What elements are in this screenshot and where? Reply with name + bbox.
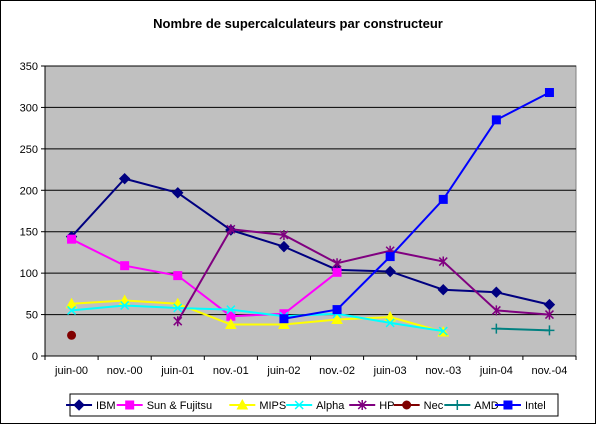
- data-point-alpha: [120, 300, 130, 310]
- data-point-amd: [491, 323, 502, 334]
- x-tick-label: nov.-03: [425, 365, 461, 377]
- series-line-amd: [496, 327, 550, 332]
- data-point-intel: [491, 115, 501, 125]
- data-point-intel: [438, 194, 448, 204]
- legend-marker: [357, 400, 367, 410]
- data-point-hp: [279, 230, 289, 241]
- series-line-mips: [71, 299, 444, 333]
- legend: IBM Sun & Fujitsu MIPS Alpha HP Nec AMD Intel: [66, 393, 559, 417]
- legend-item-mips: MIPS: [229, 398, 286, 412]
- plot-area: 0 50 100 150 200 250 300 350 juin-00 nov.-00 juin-…: [20, 61, 577, 377]
- series-line-alpha: [71, 304, 444, 333]
- y-tick-label: 250: [20, 144, 38, 156]
- legend-item-sun-fujitsu: Sun & Fujitsu: [116, 400, 212, 412]
- data-point-mips: [65, 297, 78, 309]
- data-point-mips: [225, 318, 237, 330]
- data-point-nec: [67, 330, 77, 340]
- data-point-ibm: [437, 284, 449, 296]
- legend-label: Alpha: [316, 400, 345, 412]
- y-tick-label: 300: [20, 102, 38, 114]
- legend-item-intel: Intel: [494, 400, 546, 412]
- data-point-mips: [331, 313, 343, 325]
- x-tick-label: juin-02: [266, 365, 300, 377]
- data-point-ibm: [384, 265, 396, 278]
- legend-marker: [125, 400, 135, 410]
- x-tick-label: nov.-01: [213, 365, 249, 377]
- data-point-mips: [278, 318, 290, 330]
- legend-label: Sun & Fujitsu: [147, 400, 212, 412]
- legend-marker: [236, 398, 249, 410]
- series-nec: [67, 330, 77, 340]
- data-point-hp: [332, 258, 342, 269]
- legend-label: Nec: [424, 400, 444, 412]
- data-point-hp: [544, 309, 554, 320]
- series-line-intel: [283, 91, 550, 320]
- data-point-ibm: [278, 240, 290, 253]
- legend-label: MIPS: [259, 400, 286, 412]
- legend-item-ibm: IBM: [66, 399, 116, 412]
- data-point-ibm: [490, 286, 503, 298]
- x-tick-label: juin-04: [479, 365, 513, 377]
- x-tick-label: juin-03: [373, 365, 407, 377]
- x-tick-label: juin-00: [54, 365, 88, 377]
- data-point-sun-fujitsu: [120, 261, 130, 271]
- data-point-intel: [385, 252, 395, 262]
- data-point-amd: [544, 325, 555, 336]
- y-tick-label: 200: [20, 185, 38, 197]
- series-intel: [279, 88, 554, 324]
- x-tick-label: nov.-04: [532, 365, 568, 377]
- y-tick-label: 150: [20, 227, 38, 239]
- legend-marker: [73, 399, 85, 411]
- series-line-sun-fujitsu: [71, 238, 338, 318]
- series-line-hp: [176, 228, 550, 322]
- data-point-hp: [491, 305, 501, 316]
- data-point-hp: [226, 224, 236, 235]
- data-point-sun-fujitsu: [67, 234, 77, 244]
- series-sun-fujitsu: [67, 234, 342, 321]
- chart-title: Nombre de supercalculateurs par construc…: [153, 16, 443, 31]
- legend-marker: [294, 400, 304, 410]
- data-point-ibm: [172, 187, 184, 199]
- data-point-intel: [332, 305, 342, 315]
- data-point-sun-fujitsu: [332, 267, 342, 277]
- data-point-sun-fujitsu: [173, 271, 183, 281]
- y-tick-label: 50: [26, 310, 38, 322]
- data-point-mips: [384, 311, 396, 322]
- x-tick-label: nov.-02: [319, 365, 355, 377]
- data-point-alpha: [226, 305, 236, 315]
- legend-marker: [402, 400, 412, 410]
- legend-marker: [503, 400, 513, 410]
- series-line-ibm: [70, 177, 550, 306]
- data-point-hp: [173, 316, 183, 327]
- legend-item-amd: AMD: [444, 400, 499, 412]
- data-point-alpha: [67, 305, 77, 315]
- data-point-alpha: [438, 326, 448, 336]
- y-tick-label: 0: [32, 351, 38, 363]
- data-point-intel: [544, 88, 554, 98]
- x-tick-label: juin-01: [160, 365, 194, 377]
- data-point-intel: [279, 314, 289, 324]
- legend-label: HP: [379, 400, 394, 412]
- legend-item-alpha: Alpha: [286, 400, 345, 412]
- legend-label: Intel: [525, 400, 546, 412]
- legend-item-nec: Nec: [393, 400, 444, 412]
- series-amd: [491, 323, 555, 336]
- legend-item-hp: HP: [349, 400, 395, 412]
- y-tick-label: 100: [20, 268, 38, 280]
- plot-background: [44, 65, 577, 357]
- data-point-alpha: [173, 303, 183, 313]
- y-tick-label: 350: [20, 61, 38, 73]
- legend-label: IBM: [96, 400, 116, 412]
- x-tick-label: nov.-00: [107, 365, 143, 377]
- legend-marker: [452, 400, 463, 410]
- data-point-ibm: [118, 172, 131, 185]
- legend-label: AMD: [474, 400, 499, 412]
- data-point-alpha: [385, 318, 395, 328]
- data-point-hp: [438, 256, 448, 267]
